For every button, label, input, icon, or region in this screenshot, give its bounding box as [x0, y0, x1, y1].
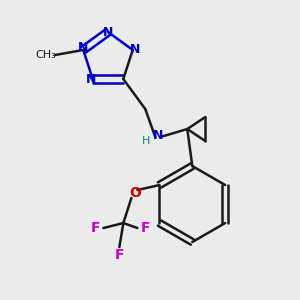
Text: O: O — [129, 186, 141, 200]
Text: N: N — [130, 44, 140, 56]
Text: N: N — [78, 41, 88, 55]
Text: F: F — [141, 221, 150, 235]
Text: F: F — [115, 248, 124, 262]
Text: N: N — [85, 73, 96, 85]
Text: CH₃: CH₃ — [35, 50, 56, 60]
Text: H: H — [142, 136, 151, 146]
Text: F: F — [91, 221, 100, 235]
Text: N: N — [103, 26, 113, 38]
Text: N: N — [153, 128, 164, 142]
